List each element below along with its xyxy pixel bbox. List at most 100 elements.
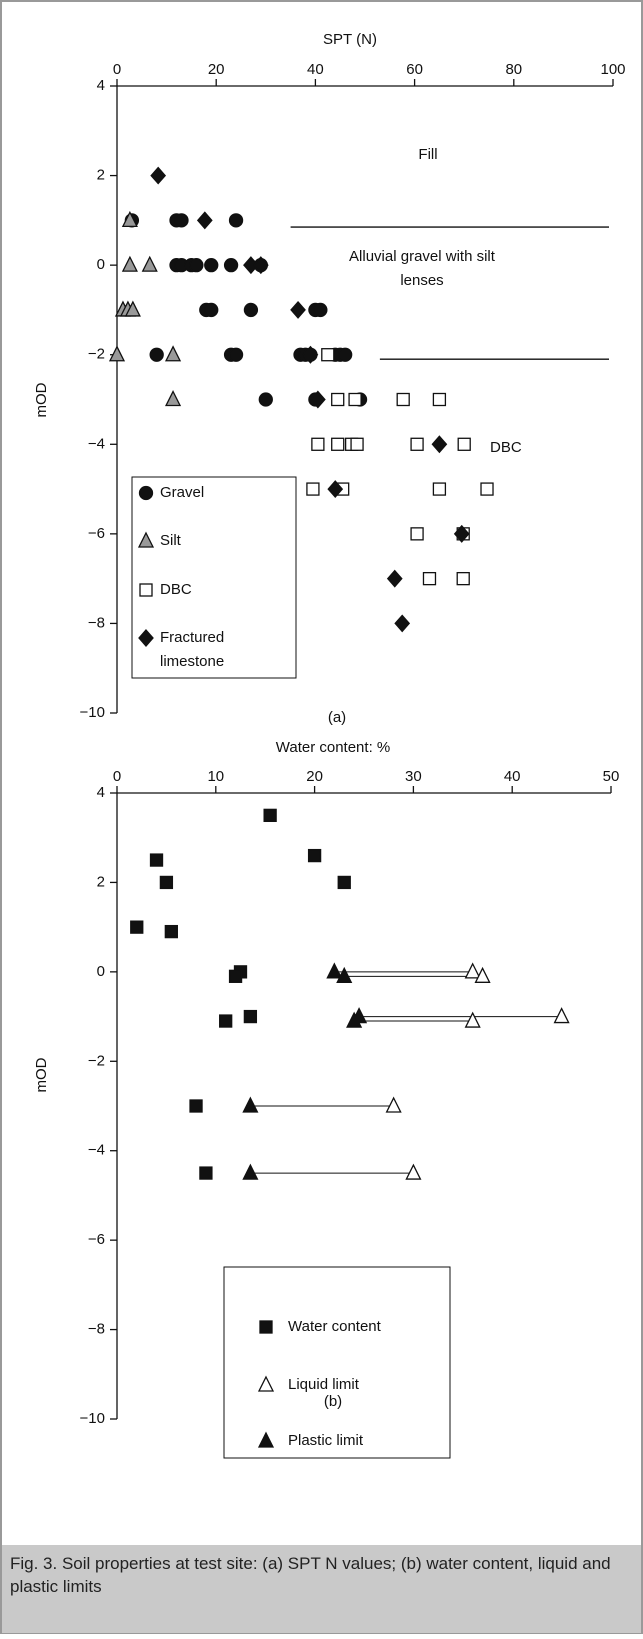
- point: [346, 1011, 363, 1028]
- point: [422, 571, 437, 586]
- x-tick-label: 0: [113, 61, 121, 78]
- x-tick-label: 10: [207, 768, 224, 785]
- point: [174, 213, 189, 228]
- point: [453, 524, 470, 543]
- x-tick-label: 80: [505, 61, 522, 78]
- point: [336, 966, 353, 983]
- point: [108, 345, 126, 362]
- point: [321, 348, 335, 362]
- point: [199, 1166, 213, 1180]
- point: [457, 437, 471, 451]
- caption: Fig. 3. Soil properties at test site: (a…: [10, 1554, 611, 1596]
- point: [313, 302, 328, 318]
- point: [164, 924, 178, 939]
- x-tick-label: 0: [113, 768, 121, 785]
- point: [464, 1011, 481, 1028]
- panel-label: (b): [324, 1393, 342, 1410]
- point: [150, 166, 167, 185]
- point: [474, 966, 491, 983]
- y-tick-label: −8: [88, 1321, 105, 1338]
- point: [258, 392, 273, 407]
- point: [432, 482, 447, 496]
- point: [327, 480, 344, 499]
- point: [302, 345, 319, 364]
- x-tick-label: 40: [307, 61, 324, 78]
- x-tick-label: 30: [405, 768, 422, 785]
- legend-marker: [139, 583, 153, 597]
- panel-label: (a): [328, 709, 346, 726]
- y-tick-label: −4: [88, 1142, 105, 1159]
- legend-holder: Gravel: [160, 484, 204, 501]
- point: [311, 437, 325, 451]
- y-tick-label: 2: [97, 873, 105, 890]
- x-tick-label: 50: [603, 768, 620, 785]
- point: [337, 875, 351, 890]
- point: [307, 848, 322, 863]
- point: [263, 808, 277, 823]
- point: [290, 300, 306, 319]
- x-tick-label: 40: [504, 768, 521, 785]
- legend-marker: [257, 1431, 275, 1448]
- annotation: Fill: [418, 146, 438, 163]
- point: [204, 257, 219, 273]
- point: [204, 302, 219, 318]
- point: [121, 255, 138, 272]
- x-tick-label: 20: [208, 61, 225, 78]
- series: [130, 808, 351, 1180]
- caption-holder: Fig. 3. Soil properties at test site: (a…: [10, 1554, 611, 1596]
- legend-box: [223, 1266, 451, 1459]
- y-tick-label: −2: [88, 1052, 105, 1069]
- point: [141, 255, 158, 272]
- legend-holder: Liquid limit: [288, 1376, 359, 1393]
- point: [121, 210, 138, 228]
- point: [149, 347, 164, 362]
- point: [130, 920, 144, 934]
- point: [394, 614, 411, 633]
- annotation: Alluvial gravel with silt lenses: [349, 248, 495, 289]
- point: [164, 390, 182, 407]
- point: [386, 569, 403, 588]
- legend-marker: [138, 485, 154, 501]
- point: [456, 571, 470, 586]
- point: [310, 390, 326, 409]
- series: [108, 210, 182, 407]
- point: [252, 256, 269, 275]
- y-tick-label: −10: [80, 704, 105, 721]
- point: [189, 1099, 203, 1113]
- y-tick-label: −10: [80, 1410, 105, 1427]
- series: [124, 213, 368, 407]
- legend-holder: DBC: [160, 581, 192, 598]
- legend-marker: [259, 1320, 273, 1334]
- point: [348, 392, 362, 407]
- annotation-holder: Fill: [418, 146, 438, 163]
- point: [196, 211, 213, 230]
- point: [432, 392, 447, 407]
- annotation: DBC: [490, 439, 522, 456]
- series: [385, 962, 570, 1180]
- point: [228, 347, 244, 362]
- x-axis-title: Water content: %: [276, 739, 391, 756]
- legend-label: Fractured limestone: [160, 629, 225, 670]
- y-tick-label: 2: [97, 167, 105, 184]
- legend-marker: [257, 1375, 275, 1392]
- point: [243, 302, 259, 318]
- point: [431, 435, 448, 454]
- y-axis-title: mOD: [33, 382, 50, 417]
- point: [223, 257, 239, 273]
- x-tick-label: 60: [406, 61, 423, 78]
- y-tick-label: 4: [97, 77, 105, 94]
- point: [243, 1009, 258, 1024]
- point: [326, 962, 343, 979]
- point: [242, 1163, 259, 1180]
- point: [164, 345, 182, 362]
- y-axis-title: mOD: [33, 1057, 50, 1092]
- point: [410, 437, 424, 451]
- y-tick-label: 0: [97, 256, 105, 273]
- point: [331, 392, 345, 407]
- caption-box: [2, 1545, 641, 1633]
- legend-box: [131, 476, 297, 679]
- point: [219, 1014, 233, 1028]
- y-tick-label: −2: [88, 346, 105, 363]
- point: [385, 1096, 402, 1113]
